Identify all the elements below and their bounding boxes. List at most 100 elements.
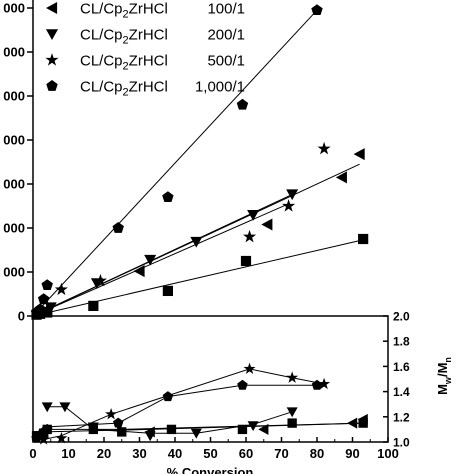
x-tick-label: 80 <box>310 446 324 461</box>
top-point-triangle-down <box>190 236 203 248</box>
bottom-point-triangle-left <box>347 417 358 429</box>
x-tick-label: 40 <box>168 446 182 461</box>
x-tick-label: 100 <box>377 446 399 461</box>
bottom-y-axis-label: Mw/Mn <box>435 357 453 395</box>
top-point-pentagon <box>37 293 50 305</box>
x-tick-label: 50 <box>203 446 217 461</box>
legend-ratio: 1,000/1 <box>195 79 245 96</box>
top-point-star <box>317 141 331 155</box>
top-y-tick-label: 000 <box>3 133 25 148</box>
bottom-point-star <box>243 362 256 375</box>
bottom-y-tick-label: 1.4 <box>393 385 410 399</box>
legend-ratio: 500/1 <box>207 53 245 70</box>
legend-marker-star <box>45 53 59 66</box>
top-y-tick-label: 0 <box>18 309 25 324</box>
top-fit-line-square <box>32 238 367 317</box>
x-tick-label: 30 <box>132 446 146 461</box>
bottom-point-triangle-down <box>87 422 99 433</box>
top-point-pentagon <box>236 98 249 110</box>
x-tick-label: 60 <box>239 446 253 461</box>
legend-entry: CL/Cp2ZrHCl 500/1 <box>45 53 245 73</box>
bottom-point-square <box>117 427 127 437</box>
bottom-point-square <box>166 424 177 435</box>
bottom-point-square <box>358 418 368 428</box>
bottom-point-triangle-down <box>247 421 259 432</box>
top-point-pentagon <box>112 222 124 233</box>
bottom-point-triangle-left <box>357 413 368 425</box>
bottom-point-square <box>287 418 297 428</box>
bottom-point-triangle-left <box>258 423 269 435</box>
x-tick-label: 0 <box>29 446 36 461</box>
legend-entry: CL/Cp2ZrHCl 100/1 <box>46 1 245 21</box>
top-point-triangle-left <box>353 148 365 161</box>
top-point-triangle-left <box>261 218 273 231</box>
x-tick-label: 90 <box>345 446 359 461</box>
top-point-pentagon <box>311 4 323 16</box>
top-y-tick-label: 000 <box>3 177 25 192</box>
top-point-star <box>54 282 68 296</box>
top-y-tick-label: 000 <box>3 45 25 60</box>
top-point-pentagon <box>162 191 174 203</box>
bottom-point-pentagon <box>41 423 53 434</box>
legend-label: CL/Cp2ZrHCl <box>80 27 168 47</box>
top-point-pentagon <box>41 279 53 291</box>
bottom-point-triangle-down <box>59 402 71 413</box>
bottom-point-pentagon <box>311 379 323 390</box>
bottom-point-triangle-down <box>190 428 202 439</box>
bottom-point-square <box>237 424 248 435</box>
legend-ratio: 100/1 <box>207 1 245 18</box>
x-tick-label: 20 <box>97 446 111 461</box>
legend-marker-pentagon <box>46 80 58 91</box>
x-axis-label: % Conversion <box>167 465 254 474</box>
x-tick-label: 10 <box>61 446 75 461</box>
legend-marker-triangle-down <box>46 29 58 40</box>
top-point-pentagon <box>34 303 46 315</box>
top-point-star <box>40 302 54 315</box>
bottom-point-star <box>55 431 68 444</box>
top-point-square <box>240 255 252 267</box>
bottom-point-star <box>105 407 118 420</box>
bottom-plot-frame <box>32 315 389 443</box>
bottom-point-star <box>318 377 331 390</box>
legend-ratio: 200/1 <box>207 27 245 44</box>
top-point-triangle-down <box>286 189 299 201</box>
top-point-star <box>93 273 108 287</box>
top-point-star <box>242 229 257 243</box>
top-y-tick-label: 000 <box>3 221 25 236</box>
legend: CL/Cp2ZrHCl 100/1CL/Cp2ZrHCl 200/1CL/Cp2Zr… <box>45 1 245 99</box>
top-point-square <box>358 233 369 245</box>
legend-label: CL/Cp2ZrHCl <box>80 79 168 99</box>
legend-marker-triangle-left <box>46 2 58 14</box>
x-tick-label: 70 <box>274 446 288 461</box>
legend-label: CL/Cp2ZrHCl <box>80 53 168 73</box>
legend-entry: CL/Cp2ZrHCl 200/1 <box>46 27 245 47</box>
top-point-star <box>282 199 296 212</box>
top-fit-line-pentagon <box>32 9 318 317</box>
bottom-y-tick-label: 1.8 <box>393 335 410 349</box>
bottom-y-tick-label: 1.0 <box>393 436 410 450</box>
bottom-y-tick-label: 1.2 <box>393 410 410 424</box>
bottom-point-triangle-down <box>286 407 298 418</box>
bottom-point-triangle-down <box>144 431 156 442</box>
top-point-triangle-left <box>133 265 145 278</box>
top-y-tick-label: 000 <box>3 1 25 16</box>
top-point-triangle-left <box>335 171 347 184</box>
top-point-square <box>88 300 99 311</box>
top-point-square <box>162 285 173 297</box>
bottom-point-pentagon <box>112 417 124 428</box>
top-point-triangle-down <box>247 210 260 221</box>
top-point-triangle-down <box>144 254 157 266</box>
legend-entry: CL/Cp2ZrHCl 1,000/1 <box>46 79 245 99</box>
top-y-tick-label: 000 <box>3 265 25 280</box>
legend-label: CL/Cp2ZrHCl <box>80 1 168 21</box>
top-fit-line-star <box>32 203 289 317</box>
bottom-y-tick-label: 1.6 <box>393 360 410 374</box>
bottom-point-star <box>286 371 299 383</box>
bottom-point-pentagon <box>162 391 174 402</box>
bottom-y-tick-label: 2.0 <box>393 310 410 324</box>
bottom-point-pentagon <box>237 379 248 390</box>
bottom-point-triangle-down <box>41 402 53 413</box>
